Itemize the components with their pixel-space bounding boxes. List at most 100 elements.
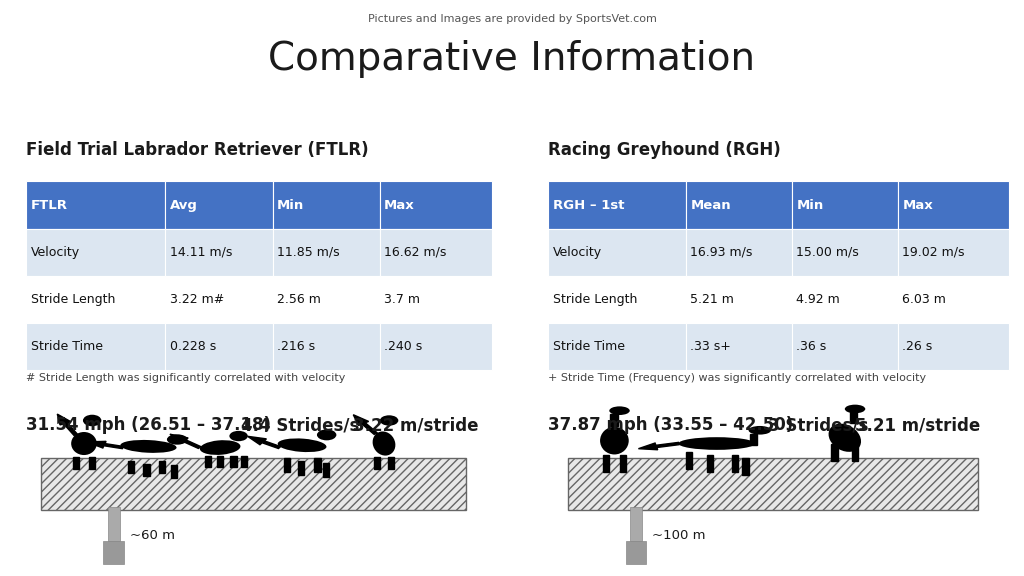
Text: 16.93 m/s: 16.93 m/s xyxy=(690,246,753,259)
Ellipse shape xyxy=(278,438,327,452)
Ellipse shape xyxy=(83,415,101,426)
Ellipse shape xyxy=(373,431,395,456)
FancyBboxPatch shape xyxy=(388,457,394,469)
FancyBboxPatch shape xyxy=(793,323,898,370)
FancyBboxPatch shape xyxy=(143,464,150,476)
FancyBboxPatch shape xyxy=(272,276,380,323)
Text: Stride Time: Stride Time xyxy=(31,340,103,353)
FancyBboxPatch shape xyxy=(380,181,492,229)
Text: 5.21 m: 5.21 m xyxy=(690,293,734,306)
Text: + Stride Time (Frequency) was significantly correlated with velocity: + Stride Time (Frequency) was significan… xyxy=(548,373,926,383)
Text: Pictures and Images are provided by SportsVet.com: Pictures and Images are provided by Spor… xyxy=(368,14,656,24)
Ellipse shape xyxy=(749,426,771,434)
FancyBboxPatch shape xyxy=(686,323,793,370)
Text: 4.92 m: 4.92 m xyxy=(797,293,840,306)
FancyBboxPatch shape xyxy=(73,457,79,469)
FancyBboxPatch shape xyxy=(103,541,124,564)
FancyBboxPatch shape xyxy=(548,323,686,370)
FancyBboxPatch shape xyxy=(284,458,290,472)
Text: Max: Max xyxy=(384,199,415,211)
Text: 16.62 m/s: 16.62 m/s xyxy=(384,246,446,259)
Ellipse shape xyxy=(828,424,861,452)
Text: .33 s+: .33 s+ xyxy=(690,340,731,353)
FancyBboxPatch shape xyxy=(26,276,166,323)
FancyBboxPatch shape xyxy=(898,229,1009,276)
FancyBboxPatch shape xyxy=(852,444,858,461)
Ellipse shape xyxy=(678,437,755,450)
FancyBboxPatch shape xyxy=(298,461,304,475)
FancyBboxPatch shape xyxy=(850,412,857,423)
Text: FTLR: FTLR xyxy=(31,199,69,211)
Text: 3.22 m#: 3.22 m# xyxy=(170,293,224,306)
FancyBboxPatch shape xyxy=(626,541,646,564)
Text: Comparative Information: Comparative Information xyxy=(268,40,756,78)
Text: Avg: Avg xyxy=(170,199,198,211)
Text: 14.11 m/s: 14.11 m/s xyxy=(170,246,232,259)
FancyBboxPatch shape xyxy=(205,456,211,467)
Text: 5.21 m/stride: 5.21 m/stride xyxy=(855,416,980,434)
FancyBboxPatch shape xyxy=(272,181,380,229)
Text: .26 s: .26 s xyxy=(902,340,933,353)
Text: Max: Max xyxy=(902,199,933,211)
FancyBboxPatch shape xyxy=(166,229,272,276)
Text: 3.22 m/stride: 3.22 m/stride xyxy=(353,416,479,434)
FancyBboxPatch shape xyxy=(241,456,247,467)
Text: 19.02 m/s: 19.02 m/s xyxy=(902,246,965,259)
Text: 2.56 m: 2.56 m xyxy=(276,293,321,306)
Text: Velocity: Velocity xyxy=(553,246,602,259)
FancyBboxPatch shape xyxy=(128,461,134,473)
FancyBboxPatch shape xyxy=(314,458,321,472)
FancyBboxPatch shape xyxy=(171,465,177,478)
Text: Racing Greyhound (RGH): Racing Greyhound (RGH) xyxy=(548,141,780,159)
FancyBboxPatch shape xyxy=(380,229,492,276)
FancyBboxPatch shape xyxy=(272,229,380,276)
FancyArrow shape xyxy=(87,441,124,449)
FancyBboxPatch shape xyxy=(548,276,686,323)
FancyBboxPatch shape xyxy=(831,444,838,461)
Ellipse shape xyxy=(600,427,629,454)
Ellipse shape xyxy=(609,407,630,415)
Text: Stride Length: Stride Length xyxy=(31,293,116,306)
FancyBboxPatch shape xyxy=(26,229,166,276)
Text: .240 s: .240 s xyxy=(384,340,423,353)
FancyBboxPatch shape xyxy=(41,458,466,510)
Text: 3.7 m: 3.7 m xyxy=(384,293,420,306)
Text: Stride Time: Stride Time xyxy=(553,340,626,353)
FancyBboxPatch shape xyxy=(898,181,1009,229)
FancyBboxPatch shape xyxy=(272,323,380,370)
Ellipse shape xyxy=(121,440,176,453)
FancyBboxPatch shape xyxy=(686,229,793,276)
Ellipse shape xyxy=(72,432,96,455)
Ellipse shape xyxy=(229,431,248,441)
FancyBboxPatch shape xyxy=(898,276,1009,323)
FancyBboxPatch shape xyxy=(568,458,978,510)
Ellipse shape xyxy=(167,434,187,445)
FancyArrow shape xyxy=(57,414,78,435)
Text: 0.228 s: 0.228 s xyxy=(170,340,216,353)
FancyBboxPatch shape xyxy=(230,456,237,467)
FancyBboxPatch shape xyxy=(620,455,626,472)
FancyBboxPatch shape xyxy=(750,434,757,445)
Text: Min: Min xyxy=(797,199,823,211)
Ellipse shape xyxy=(845,404,865,414)
Text: 3 Strides/s: 3 Strides/s xyxy=(768,416,868,434)
FancyBboxPatch shape xyxy=(742,458,749,475)
Text: Stride Length: Stride Length xyxy=(553,293,638,306)
FancyBboxPatch shape xyxy=(548,181,686,229)
FancyBboxPatch shape xyxy=(380,276,492,323)
FancyBboxPatch shape xyxy=(793,229,898,276)
FancyBboxPatch shape xyxy=(89,457,95,469)
FancyArrow shape xyxy=(170,434,201,449)
FancyBboxPatch shape xyxy=(793,181,898,229)
Text: 11.85 m/s: 11.85 m/s xyxy=(276,246,339,259)
FancyBboxPatch shape xyxy=(732,455,738,472)
Text: Field Trial Labrador Retriever (FTLR): Field Trial Labrador Retriever (FTLR) xyxy=(26,141,369,159)
FancyBboxPatch shape xyxy=(686,181,793,229)
FancyArrow shape xyxy=(638,442,679,450)
FancyBboxPatch shape xyxy=(707,455,713,472)
FancyBboxPatch shape xyxy=(374,457,380,469)
FancyBboxPatch shape xyxy=(217,456,223,467)
Text: ~60 m: ~60 m xyxy=(130,529,175,542)
FancyBboxPatch shape xyxy=(159,461,165,473)
FancyBboxPatch shape xyxy=(26,323,166,370)
